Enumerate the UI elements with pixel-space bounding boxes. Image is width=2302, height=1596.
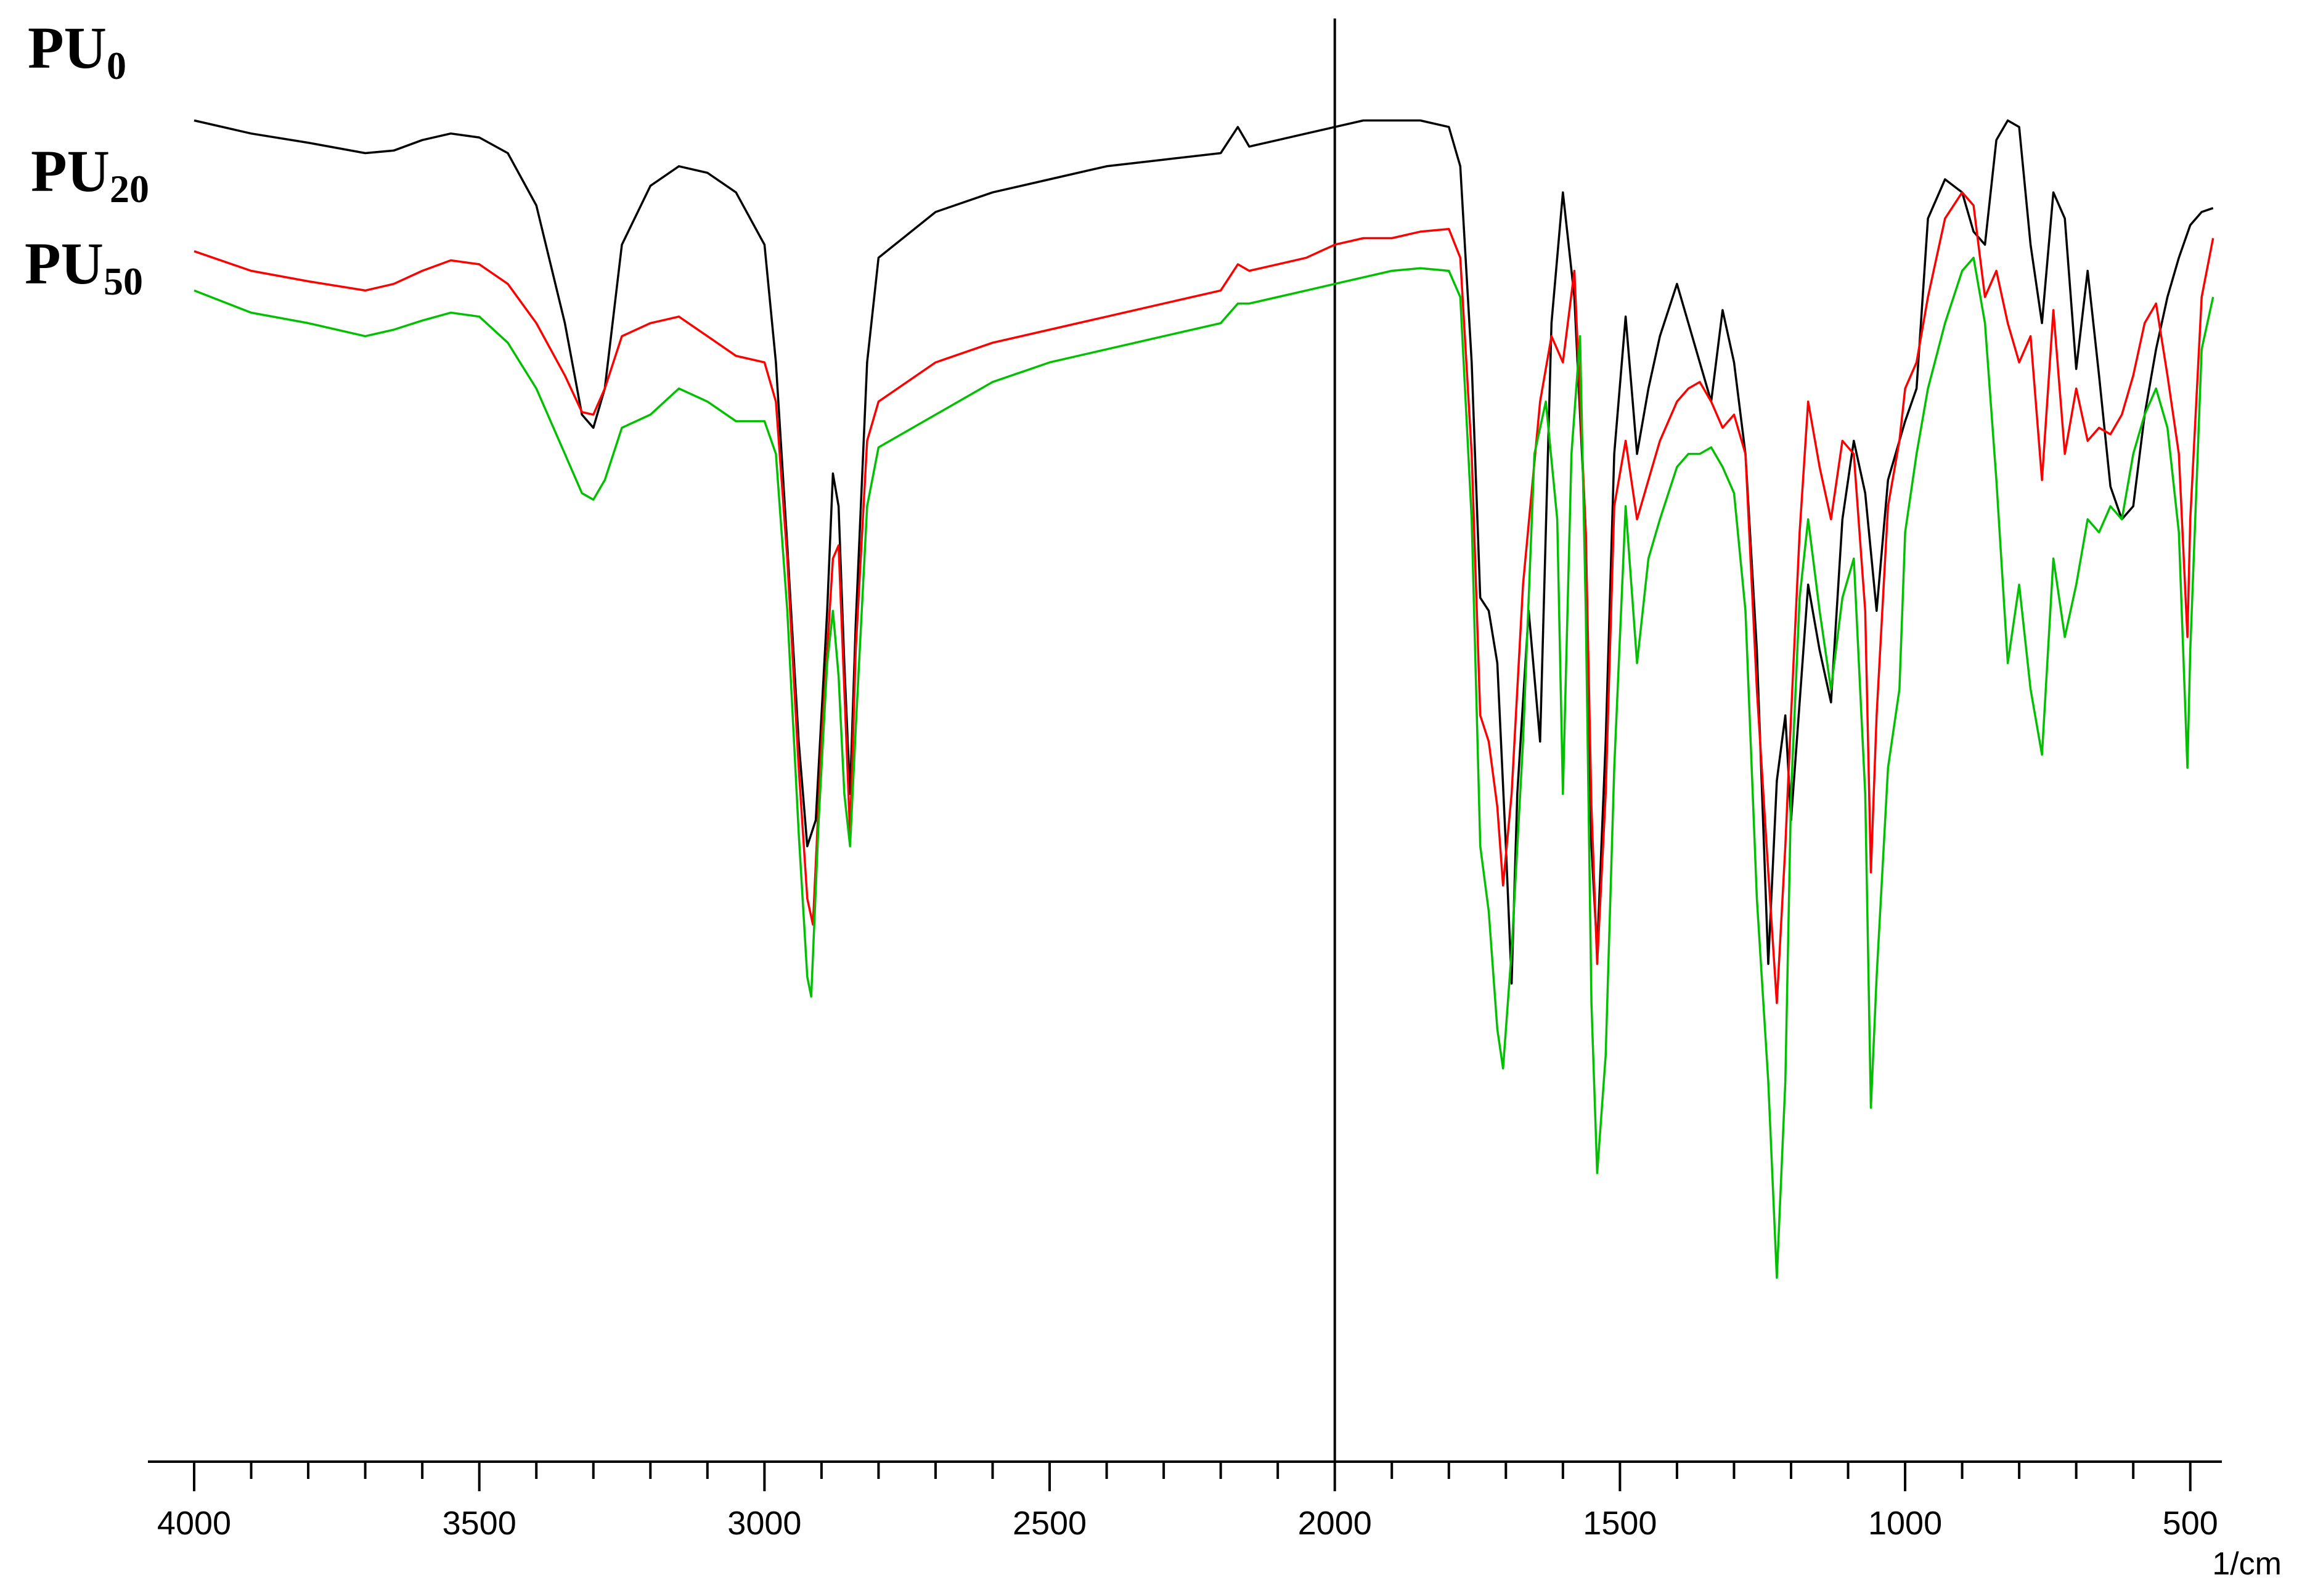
series-label-pu20: PU20 [31,138,149,211]
tick-label-2500: 2500 [1013,1505,1087,1542]
series-label-pu0: PU0 [28,15,126,88]
series-label-base: PU [31,138,110,204]
tick-label-500: 500 [2163,1505,2218,1542]
series-line-pu50 [194,256,2214,1279]
series-line-pu0 [194,119,2214,985]
tick-label-3500: 3500 [443,1505,516,1542]
series-label-subscript: 0 [107,44,126,88]
series-line-pu20 [194,191,2214,1004]
tick-label-4000: 4000 [157,1505,231,1542]
series-lines [194,119,2214,1279]
series-label-subscript: 20 [110,167,149,211]
series-label-base: PU [28,15,107,81]
series-label-base: PU [25,230,104,296]
series-label-subscript: 50 [104,259,143,303]
tick-label-3000: 3000 [727,1505,801,1542]
x-ticks [193,1462,2192,1491]
series-label-pu50: PU50 [25,230,143,303]
x-tick-labels: 4000 3500 3000 2500 2000 1500 1000 500 [157,1505,2218,1542]
x-axis-unit-label: 1/cm [2212,1546,2282,1582]
tick-label-1500: 1500 [1583,1505,1657,1542]
tick-label-2000: 2000 [1298,1505,1372,1542]
tick-label-1000: 1000 [1868,1505,1942,1542]
